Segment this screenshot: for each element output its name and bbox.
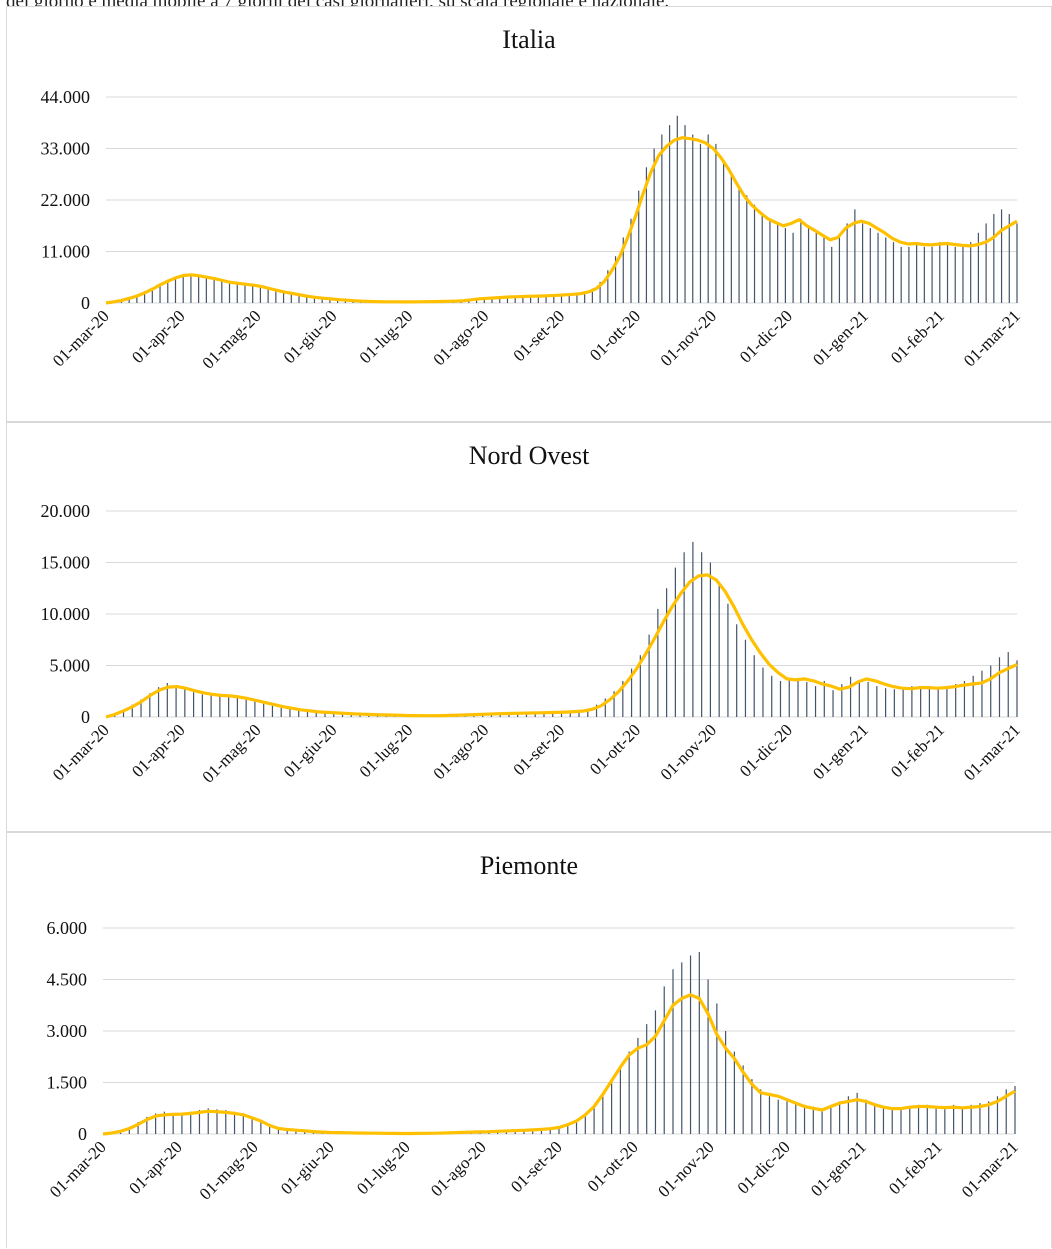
y-tick-label: 6.000: [47, 918, 88, 938]
chart-title: Piemonte: [479, 851, 579, 880]
x-tick-label: 01-ago-20: [430, 720, 493, 783]
x-tick-label: 01-mag-20: [196, 1137, 262, 1203]
x-tick-label: 01-ago-20: [430, 306, 493, 369]
x-tick-label: 01-dic-20: [736, 720, 796, 780]
chart-title: Italia: [502, 25, 556, 54]
y-tick-label: 22.000: [41, 190, 91, 210]
x-tick-label: 01-set-20: [509, 720, 568, 779]
x-tick-label: 01-apr-20: [128, 306, 189, 367]
chart-panel-italia: Italia 0 11.000 22.000 33.000 44.000 01-mar-2…: [6, 6, 1052, 422]
x-tick-label: 01-lug-20: [356, 720, 417, 781]
x-tick-label: 01-mar-21: [958, 1137, 1022, 1201]
y-tick-label: 20.000: [41, 501, 91, 521]
y-tick-label: 33.000: [41, 139, 91, 159]
x-tick-label: 01-apr-20: [125, 1137, 186, 1198]
x-tick-label: 01-set-20: [507, 1137, 566, 1196]
x-tick-label: 01-nov-20: [657, 306, 721, 370]
y-tick-label: 0: [78, 1124, 87, 1144]
x-tick-label: 01-giu-20: [277, 1137, 338, 1198]
x-tick-label: 01-ago-20: [427, 1137, 490, 1200]
chart-panel-piemonte: Piemonte 0 1.500 3.000 4.500 6.000 01-mar-20 0…: [6, 832, 1052, 1248]
x-tick-label: 01-feb-21: [887, 306, 948, 367]
x-tick-label: 01-apr-20: [128, 720, 189, 781]
y-tick-label: 44.000: [41, 87, 91, 107]
x-tick-label: 01-dic-20: [736, 306, 796, 366]
x-tick-label: 01-mar-20: [49, 720, 113, 784]
x-tick-label: 01-mar-21: [960, 720, 1024, 784]
chart-svg-nord-ovest: 0 5.000 10.000 15.000 20.000 01-mar-20 01-apr-…: [41, 501, 1024, 787]
chart-panel-nord-ovest: Nord Ovest 0 5.000 10.000 15.000 20.000 01-ma…: [6, 422, 1052, 832]
x-tick-label: 01-ott-20: [586, 720, 644, 778]
x-tick-label: 01-set-20: [509, 306, 568, 365]
y-tick-label: 10.000: [41, 604, 91, 624]
x-tick-label: 01-ott-20: [586, 306, 644, 364]
x-tick-label: 01-giu-20: [280, 306, 341, 367]
x-tick-label: 01-feb-21: [885, 1137, 946, 1198]
y-tick-label: 3.000: [47, 1021, 88, 1041]
chart-svg-italia: 0 11.000 22.000 33.000 44.000 01-mar-20 01-apr…: [41, 87, 1024, 373]
y-tick-label: 5.000: [50, 656, 91, 676]
x-tick-label: 01-lug-20: [353, 1137, 414, 1198]
x-tick-label: 01-giu-20: [280, 720, 341, 781]
x-tick-label: 01-ott-20: [584, 1137, 642, 1195]
y-tick-label: 11.000: [41, 242, 90, 262]
x-tick-label: 01-mar-20: [46, 1137, 110, 1201]
y-tick-label: 1.500: [47, 1073, 88, 1093]
y-tick-label: 15.000: [41, 553, 91, 573]
x-tick-label: 01-gen-21: [809, 306, 872, 369]
x-tick-label: 01-nov-20: [654, 1137, 718, 1201]
x-tick-label: 01-lug-20: [356, 306, 417, 367]
x-tick-label: 01-mag-20: [198, 306, 264, 372]
x-tick-label: 01-dic-20: [734, 1137, 794, 1197]
x-tick-label: 01-gen-21: [807, 1137, 870, 1200]
moving-average-line: [105, 573, 1018, 719]
x-tick-label: 01-mar-20: [49, 306, 113, 370]
moving-average-line: [102, 993, 1016, 1136]
x-tick-label: 01-feb-21: [887, 720, 948, 781]
y-tick-label: 0: [81, 293, 90, 313]
y-tick-label: 0: [81, 707, 90, 727]
y-tick-label: 4.500: [47, 970, 88, 990]
x-tick-label: 01-mag-20: [198, 720, 264, 786]
x-tick-label: 01-nov-20: [657, 720, 721, 784]
x-tick-label: 01-gen-21: [809, 720, 872, 783]
moving-average-line: [105, 136, 1018, 305]
x-tick-label: 01-mar-21: [960, 306, 1024, 370]
chart-title: Nord Ovest: [468, 441, 590, 470]
